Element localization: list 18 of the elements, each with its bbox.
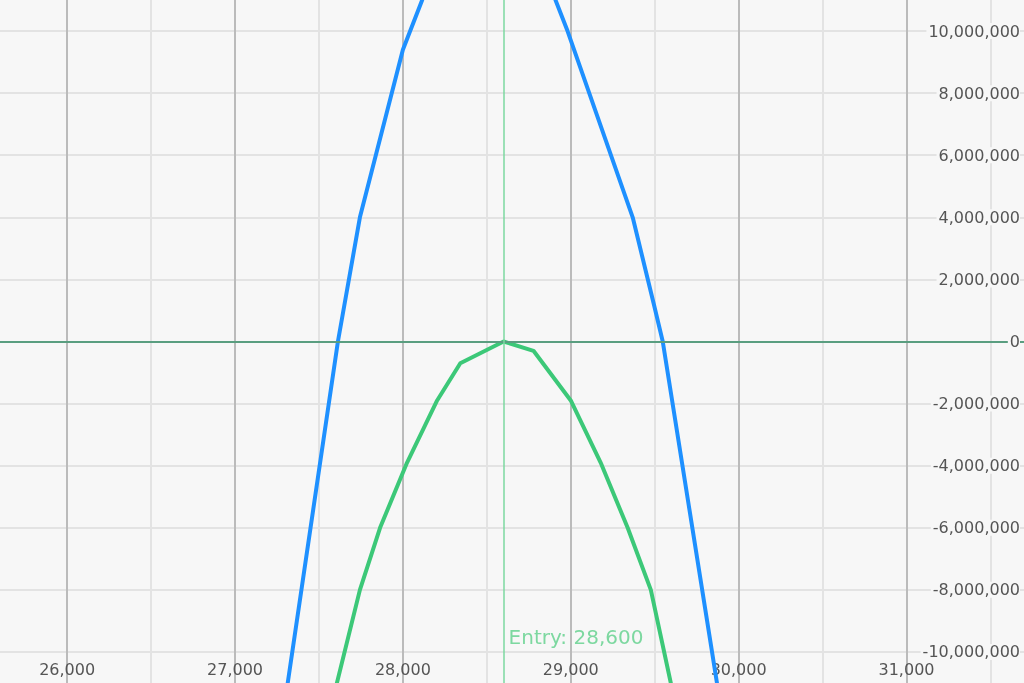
y-tick-label: -4,000,000 <box>932 456 1020 476</box>
y-tick-label: 4,000,000 <box>938 207 1020 227</box>
y-tick-label: -10,000,000 <box>922 642 1020 662</box>
y-tick-label: -6,000,000 <box>932 518 1020 538</box>
x-tick-label: 31,000 <box>878 659 935 679</box>
y-tick-label: 0 <box>1009 332 1020 351</box>
ref-line-label: Entry: 28,600 <box>508 625 644 649</box>
line-series <box>334 339 673 683</box>
y-tick-label: 8,000,000 <box>938 83 1020 103</box>
x-tick-label: 26,000 <box>39 659 96 679</box>
y-tick-label: 2,000,000 <box>938 269 1020 289</box>
y-tick-label: -8,000,000 <box>932 580 1020 600</box>
y-tick-label: 6,000,000 <box>938 145 1020 165</box>
x-tick-label: 28,000 <box>374 659 431 679</box>
x-tick-label: 29,000 <box>542 659 599 679</box>
y-tick-label: -2,000,000 <box>932 394 1020 414</box>
x-tick-label: 27,000 <box>207 659 264 679</box>
y-tick-label: 10,000,000 <box>928 21 1020 41</box>
